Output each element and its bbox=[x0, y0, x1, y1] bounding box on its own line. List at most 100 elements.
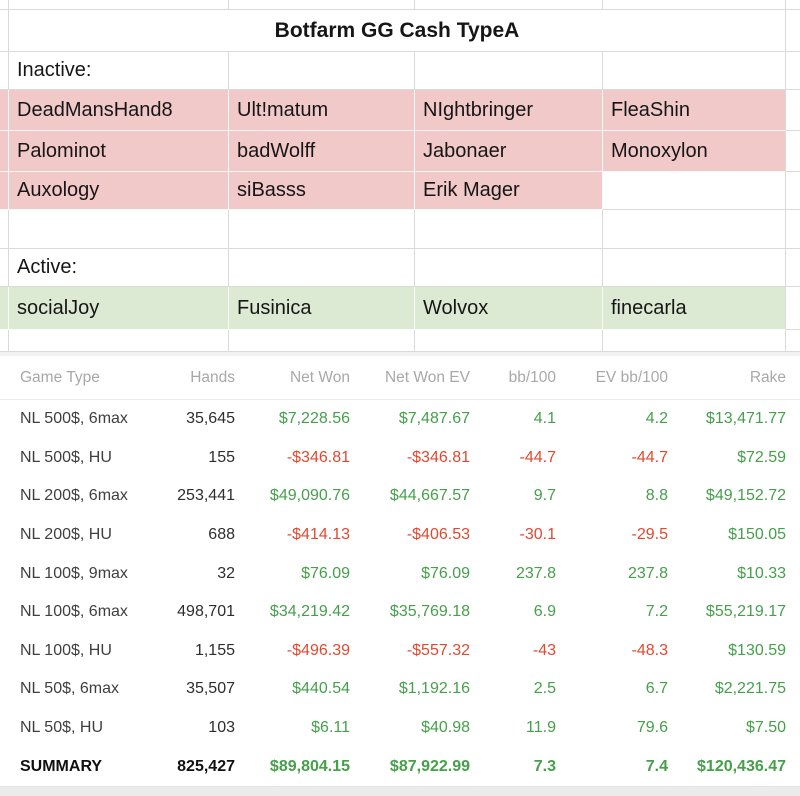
sheet-cell[interactable] bbox=[229, 330, 415, 352]
sheet-cell[interactable] bbox=[0, 90, 9, 131]
sheet-cell[interactable] bbox=[0, 249, 9, 287]
sheet-cell[interactable] bbox=[229, 52, 415, 90]
sheet-cell[interactable] bbox=[786, 52, 800, 90]
sheet-cell[interactable] bbox=[786, 90, 800, 131]
cell-net-won-ev: $40.98 bbox=[421, 719, 470, 737]
cell-game-type: NL 200$, 6max bbox=[20, 487, 128, 505]
sheet-cell[interactable] bbox=[786, 249, 800, 287]
inactive-label-row: Inactive: bbox=[0, 52, 800, 90]
sheet-cell[interactable] bbox=[603, 330, 786, 352]
inactive-row-1: DeadMansHand8 Ult!matum NIghtbringer Fle… bbox=[0, 90, 800, 131]
cell-net-won: -$346.81 bbox=[286, 448, 350, 466]
sheet-cell[interactable] bbox=[229, 210, 415, 249]
sheet-cell[interactable] bbox=[0, 330, 9, 352]
inactive-label[interactable]: Inactive: bbox=[9, 52, 229, 90]
stats-table: Game Type Hands Net Won Net Won EV bb/10… bbox=[0, 356, 800, 786]
cell-rake: $10.33 bbox=[737, 564, 786, 582]
table-row: NL 100$, HU 1,155 -$496.39 -$557.32 -43 -48.3… bbox=[0, 632, 800, 671]
column-header-rake: Rake bbox=[749, 368, 786, 386]
sheet-cell[interactable] bbox=[603, 249, 786, 287]
cell-ev-bb100: 79.6 bbox=[636, 719, 668, 737]
table-row: NL 100$, 9max 32 $76.09 $76.09 237.8 237.8 $10… bbox=[0, 554, 800, 593]
sheet-top-sliver-row bbox=[0, 0, 800, 10]
cell-hands: 155 bbox=[208, 448, 235, 466]
title-row: Botfarm GG Cash TypeA bbox=[0, 10, 800, 52]
page-title[interactable]: Botfarm GG Cash TypeA bbox=[9, 10, 786, 52]
cell-ev-bb100: -44.7 bbox=[631, 448, 668, 466]
cell-hands: 498,701 bbox=[177, 603, 235, 621]
sheet-cell[interactable] bbox=[415, 52, 603, 90]
sheet-cell[interactable] bbox=[786, 10, 800, 52]
sheet-cell[interactable] bbox=[603, 210, 786, 249]
sheet-cell[interactable] bbox=[786, 330, 800, 352]
sheet-cell[interactable] bbox=[0, 52, 9, 90]
sheet-cell[interactable] bbox=[0, 0, 9, 10]
player-cell[interactable]: Monoxylon bbox=[603, 131, 786, 172]
empty-cell[interactable] bbox=[603, 172, 786, 210]
cell-net-won: $49,090.76 bbox=[269, 487, 350, 505]
cell-net-won-ev: $87,922.99 bbox=[389, 757, 470, 775]
sheet-cell[interactable] bbox=[0, 131, 9, 172]
cell-net-won: $6.11 bbox=[311, 719, 350, 737]
cell-net-won-ev: $7,487.67 bbox=[398, 410, 470, 428]
cell-hands: 32 bbox=[217, 564, 235, 582]
cell-hands: 825,427 bbox=[177, 757, 235, 775]
sheet-cell[interactable] bbox=[603, 52, 786, 90]
player-cell[interactable]: Auxology bbox=[9, 172, 229, 210]
cell-net-won: $89,804.15 bbox=[269, 757, 350, 775]
sheet-cell[interactable] bbox=[415, 330, 603, 352]
sheet-cell[interactable] bbox=[0, 172, 9, 210]
cell-net-won-ev: -$557.32 bbox=[406, 641, 470, 659]
cell-bb100: -30.1 bbox=[519, 526, 556, 544]
player-cell[interactable]: Erik Mager bbox=[415, 172, 603, 210]
section-divider bbox=[0, 352, 800, 356]
player-cell[interactable]: Wolvox bbox=[415, 287, 603, 330]
player-cell[interactable]: Fusinica bbox=[229, 287, 415, 330]
player-cell[interactable]: finecarla bbox=[603, 287, 786, 330]
player-cell[interactable]: socialJoy bbox=[9, 287, 229, 330]
player-cell[interactable]: Jabonaer bbox=[415, 131, 603, 172]
sheet-cell[interactable] bbox=[415, 0, 603, 10]
sheet-cell[interactable] bbox=[0, 10, 9, 52]
table-row: NL 100$, 6max 498,701 $34,219.42 $35,769.18… bbox=[0, 593, 800, 632]
cell-net-won: $7,228.56 bbox=[278, 410, 350, 428]
active-label[interactable]: Active: bbox=[9, 249, 229, 287]
cell-game-type: SUMMARY bbox=[20, 757, 103, 775]
player-cell[interactable]: NIghtbringer bbox=[415, 90, 603, 131]
cell-net-won-ev: -$346.81 bbox=[406, 448, 470, 466]
sheet-cell[interactable] bbox=[786, 131, 800, 172]
cell-hands: 688 bbox=[208, 526, 235, 544]
sheet-cell[interactable] bbox=[786, 0, 800, 10]
cell-game-type: NL 500$, HU bbox=[20, 448, 112, 466]
cell-bb100: 2.5 bbox=[533, 680, 556, 698]
sheet-cell[interactable] bbox=[229, 0, 415, 10]
sheet-cell[interactable] bbox=[786, 210, 800, 249]
spacer-row bbox=[0, 330, 800, 352]
cell-game-type: NL 50$, 6max bbox=[20, 680, 120, 698]
cell-ev-bb100: 237.8 bbox=[627, 564, 668, 582]
sheet-cell[interactable] bbox=[786, 172, 800, 210]
sheet-cell[interactable] bbox=[0, 287, 9, 330]
cell-rake: $72.59 bbox=[737, 448, 786, 466]
player-cell[interactable]: DeadMansHand8 bbox=[9, 90, 229, 131]
player-cell[interactable]: Ult!matum bbox=[229, 90, 415, 131]
cell-net-won: $76.09 bbox=[301, 564, 350, 582]
player-cell[interactable]: FleaShin bbox=[603, 90, 786, 131]
sheet-cell[interactable] bbox=[415, 210, 603, 249]
sheet-cell[interactable] bbox=[415, 249, 603, 287]
cell-game-type: NL 50$, HU bbox=[20, 719, 103, 737]
player-cell[interactable]: badWolff bbox=[229, 131, 415, 172]
player-cell[interactable]: siBasss bbox=[229, 172, 415, 210]
sheet-cell[interactable] bbox=[229, 249, 415, 287]
sheet-cell[interactable] bbox=[603, 0, 786, 10]
sheet-cell[interactable] bbox=[9, 330, 229, 352]
sheet-cell[interactable] bbox=[9, 0, 229, 10]
table-row: NL 500$, 6max 35,645 $7,228.56 $7,487.67 4.1… bbox=[0, 400, 800, 439]
sheet-cell[interactable] bbox=[786, 287, 800, 330]
active-label-row: Active: bbox=[0, 249, 800, 287]
sheet-cell[interactable] bbox=[9, 210, 229, 249]
player-cell[interactable]: Palominot bbox=[9, 131, 229, 172]
sheet-cell[interactable] bbox=[0, 210, 9, 249]
bottom-scrollbar-track[interactable] bbox=[0, 785, 800, 796]
cell-bb100: 237.8 bbox=[515, 564, 556, 582]
